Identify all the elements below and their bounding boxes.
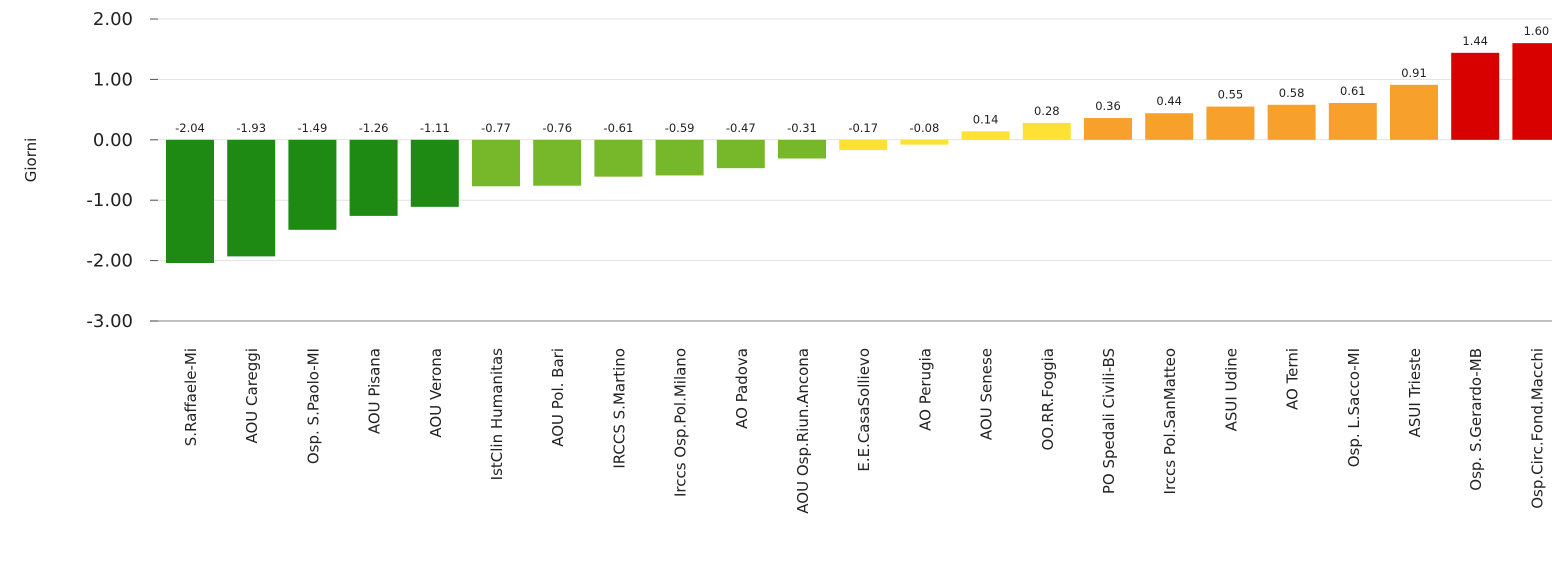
y-tick-label: 2.00	[93, 9, 133, 30]
category-label: ASUI Trieste	[1406, 348, 1424, 437]
data-labels: -2.04 -1.93 -1.49 -1.26 -1.11 -0.77 -0.76 -0.61…	[175, 24, 1549, 135]
data-label: 0.61	[1340, 84, 1366, 98]
bar	[1084, 118, 1132, 140]
category-label: OO.RR.Foggia	[1039, 348, 1057, 451]
bar	[410, 139, 459, 207]
bar	[533, 139, 582, 186]
data-label: -1.26	[359, 121, 389, 135]
data-label: -0.47	[726, 121, 756, 135]
data-label: -2.04	[175, 121, 205, 135]
bar	[1206, 106, 1255, 140]
bar	[1267, 104, 1316, 140]
category-label: AOU Pol. Bari	[549, 348, 567, 447]
bar	[1512, 43, 1552, 140]
bar	[716, 139, 765, 169]
category-label: E.E.CasaSollievo	[855, 348, 873, 472]
category-label: AOU Verona	[427, 348, 445, 438]
category-label: ASUI Udine	[1222, 348, 1240, 431]
bar	[839, 139, 888, 151]
category-label: AO Perugia	[916, 348, 934, 431]
category-label: S.Raffaele-Mi	[182, 348, 200, 446]
data-label: 1.44	[1462, 34, 1488, 48]
category-label: AO Terni	[1284, 348, 1302, 410]
data-label: 0.14	[973, 112, 999, 126]
category-label: AOU Pisana	[366, 348, 384, 434]
data-label: -0.76	[542, 121, 572, 135]
category-label: PO Spedali Civili-BS	[1100, 348, 1118, 494]
bar	[227, 139, 276, 257]
category-label: Osp. S.Gerardo-MB	[1467, 348, 1485, 491]
data-label: -1.93	[236, 121, 266, 135]
bar	[166, 139, 214, 264]
data-label: 1.60	[1524, 24, 1550, 38]
category-label: Osp.Circ.Fond.Macchi	[1528, 348, 1546, 509]
category-label: Irccs Osp.Pol.Milano	[672, 348, 690, 497]
category-label: Osp. L.Sacco-MI	[1345, 348, 1363, 467]
bar	[349, 139, 398, 216]
bar	[961, 131, 1010, 140]
y-tick-label: -3.00	[86, 311, 133, 332]
bar	[594, 139, 643, 177]
y-tick-label: -1.00	[86, 190, 133, 211]
bar	[1451, 52, 1500, 140]
y-tick-label: -2.00	[86, 251, 133, 272]
y-tick-label: 0.00	[93, 130, 133, 151]
data-label: -0.61	[604, 121, 634, 135]
data-label: 0.44	[1156, 94, 1182, 108]
data-label: -0.08	[910, 121, 940, 135]
bar	[900, 139, 949, 145]
category-label: Irccs Pol.SanMatteo	[1161, 348, 1179, 494]
data-label: 0.58	[1279, 86, 1305, 100]
bar	[1145, 113, 1194, 140]
data-label: 0.28	[1034, 104, 1060, 118]
data-label: -0.31	[787, 121, 817, 135]
bar	[778, 139, 826, 159]
y-axis-title: Giorni	[22, 138, 40, 183]
data-label: -0.77	[481, 121, 511, 135]
bar	[1390, 84, 1438, 140]
bar	[1328, 102, 1377, 140]
data-label: -0.17	[848, 121, 878, 135]
bar	[472, 139, 520, 187]
y-axis-ticks: 2.00 1.00 0.00 -1.00 -2.00 -3.00	[86, 9, 158, 332]
data-label: -1.11	[420, 121, 450, 135]
data-label: 0.91	[1401, 66, 1427, 80]
bars	[166, 43, 1552, 264]
category-labels: S.Raffaele-Mi AOU Careggi Osp. S.Paolo-MI A…	[182, 348, 1546, 514]
data-label: -1.49	[298, 121, 328, 135]
category-label: AOU Careggi	[243, 348, 261, 444]
category-label: IstClin Humanitas	[488, 348, 506, 481]
bar	[1022, 122, 1071, 140]
bar	[655, 139, 704, 176]
category-label: AOU Senese	[978, 348, 996, 440]
category-label: Osp. S.Paolo-MI	[304, 348, 322, 464]
data-label: 0.36	[1095, 99, 1121, 113]
bar	[288, 139, 337, 230]
data-label: 0.55	[1218, 88, 1244, 102]
category-label: IRCCS S.Martino	[610, 348, 628, 469]
y-tick-label: 1.00	[93, 69, 133, 90]
category-label: AO Padova	[733, 348, 751, 429]
category-label: AOU Osp.Riun.Ancona	[794, 348, 812, 514]
data-label: -0.59	[665, 121, 695, 135]
